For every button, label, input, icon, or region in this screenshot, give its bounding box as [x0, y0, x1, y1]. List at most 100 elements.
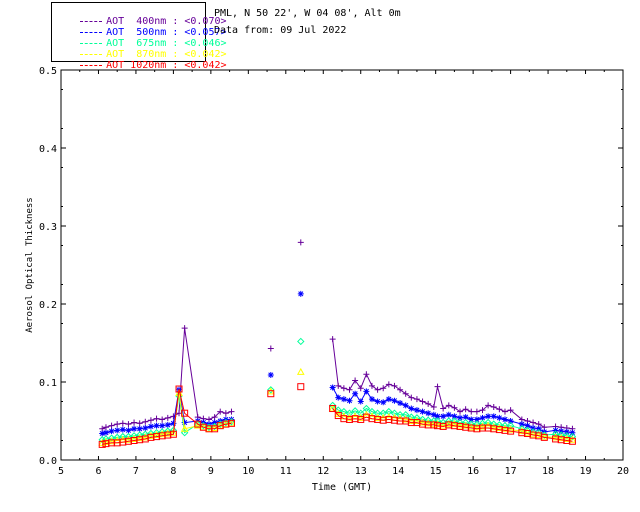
point-400nm: [457, 408, 464, 415]
x-axis-label: Time (GMT): [312, 482, 372, 493]
point-400nm: [507, 407, 514, 414]
point-500nm: [380, 399, 387, 406]
point-870nm: [495, 423, 504, 432]
point-675nm: [267, 386, 275, 394]
point-870nm: [373, 413, 382, 421]
point-675nm: [568, 432, 577, 441]
point-870nm: [551, 433, 560, 441]
y-tick-label: 0.1: [39, 378, 57, 389]
point-870nm: [407, 416, 416, 424]
point-1020nm: [175, 385, 183, 393]
point-1020nm: [507, 427, 515, 435]
point-870nm: [529, 430, 537, 438]
legend-entry-400nm: AOT 400nm : <0.070>: [56, 4, 227, 27]
point-400nm: [501, 408, 508, 415]
point-400nm: [357, 385, 364, 392]
legend-swatch-675nm: [80, 42, 103, 44]
legend-swatch-500nm: [80, 31, 103, 33]
point-870nm: [562, 434, 571, 442]
point-400nm: [397, 386, 404, 393]
point-500nm: [457, 414, 464, 421]
point-870nm: [418, 418, 427, 426]
point-870nm: [158, 430, 167, 438]
legend-entry-1020nm: AOT 1020nm : <0.042>: [56, 48, 227, 71]
point-500nm: [297, 290, 304, 297]
point-870nm: [517, 427, 526, 435]
point-400nm: [462, 406, 469, 413]
date-info: Data from: 09 Jul 2022: [214, 25, 347, 36]
point-870nm: [540, 432, 549, 440]
point-400nm: [108, 422, 115, 429]
point-400nm: [380, 385, 387, 392]
x-tick-label: 13: [355, 466, 367, 477]
x-tick-label: 15: [430, 466, 442, 477]
point-870nm: [163, 429, 172, 437]
x-tick-label: 11: [280, 466, 292, 477]
point-500nm: [102, 429, 109, 436]
point-870nm: [501, 424, 509, 432]
point-870nm: [180, 424, 189, 432]
point-870nm: [473, 423, 481, 431]
y-axis-label: Aerosol Optical Thickness: [25, 197, 35, 332]
point-870nm: [429, 420, 438, 428]
point-675nm: [518, 425, 526, 433]
y-tick-label: 0.3: [39, 222, 57, 233]
point-675nm: [368, 407, 376, 416]
point-870nm: [534, 430, 543, 439]
point-500nm: [119, 426, 126, 433]
point-870nm: [506, 425, 515, 433]
point-1020nm: [430, 421, 438, 429]
legend-label-1020nm: AOT 1020nm : <0.042>: [106, 60, 227, 71]
point-400nm: [363, 371, 370, 378]
point-870nm: [296, 367, 305, 375]
point-675nm: [506, 421, 515, 430]
point-400nm: [211, 414, 218, 421]
point-500nm: [125, 427, 132, 434]
point-400nm: [181, 325, 188, 332]
point-870nm: [152, 430, 161, 439]
x-tick-label: 17: [505, 466, 517, 477]
point-400nm: [374, 386, 381, 393]
point-400nm: [496, 406, 503, 413]
point-675nm: [328, 401, 337, 410]
point-500nm: [374, 398, 381, 405]
point-500nm: [440, 413, 447, 420]
point-500nm: [530, 425, 537, 432]
x-tick-label: 5: [58, 466, 64, 477]
x-tick-label: 19: [580, 466, 592, 477]
x-tick-label: 20: [617, 466, 629, 477]
point-400nm: [119, 420, 126, 427]
point-870nm: [461, 421, 470, 429]
legend-entry-675nm: AOT 675nm : <0.046>: [56, 26, 227, 49]
point-500nm: [170, 420, 177, 427]
point-400nm: [425, 400, 432, 407]
x-tick-label: 12: [317, 466, 329, 477]
point-500nm: [357, 398, 364, 405]
point-870nm: [478, 422, 487, 430]
point-1020nm: [98, 440, 106, 448]
point-675nm: [379, 409, 387, 417]
point-500nm: [507, 418, 514, 424]
point-500nm: [518, 421, 525, 428]
point-400nm: [267, 345, 274, 352]
point-1020nm: [267, 390, 275, 398]
point-400nm: [440, 405, 447, 412]
point-400nm: [222, 410, 229, 417]
point-870nm: [413, 416, 421, 424]
point-870nm: [523, 428, 532, 436]
point-400nm: [530, 419, 537, 426]
point-675nm: [390, 409, 399, 417]
point-675nm: [297, 337, 305, 346]
point-500nm: [131, 425, 138, 432]
point-500nm: [108, 428, 115, 435]
legend-swatch-1020nm: [80, 64, 103, 66]
x-tick-label: 10: [242, 466, 254, 477]
point-500nm: [490, 413, 497, 420]
x-tick-label: 9: [208, 466, 214, 477]
y-tick-label: 0.4: [39, 144, 57, 155]
legend-entry-500nm: AOT 500nm : <0.057>: [56, 15, 227, 38]
point-400nm: [445, 402, 452, 409]
point-400nm: [346, 386, 353, 393]
point-870nm: [345, 413, 354, 421]
